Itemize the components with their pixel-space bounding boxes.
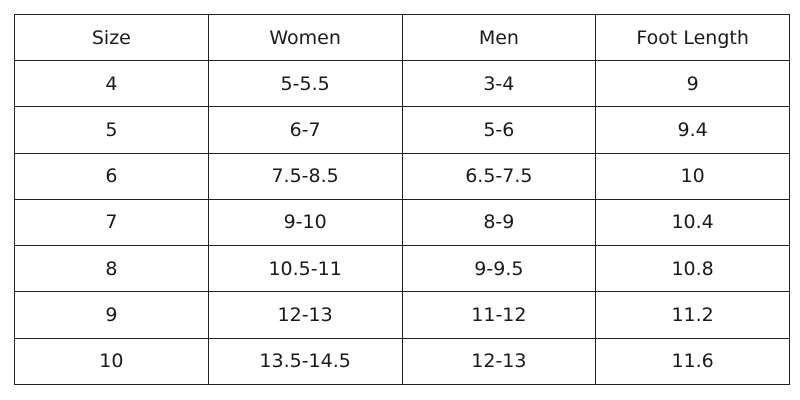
table-row: 9 12-13 11-12 11.2: [14, 291, 790, 339]
table-cell: 3-4: [401, 59, 597, 108]
table-cell: 12-13: [207, 291, 403, 339]
header-cell: Size: [14, 14, 209, 61]
table-row: 10 13.5-14.5 12-13 11.6: [14, 337, 790, 386]
table-cell: 5-5.5: [207, 59, 403, 108]
table-row: 7 9-10 8-9 10.4: [14, 198, 790, 247]
header-row: Size Women Men Foot Length: [14, 14, 790, 61]
table-cell: 10.4: [595, 198, 790, 247]
table-cell: 6-7: [207, 106, 403, 154]
table-cell: 13.5-14.5: [207, 337, 403, 386]
table-cell: 9: [595, 59, 790, 108]
table-row: 6 7.5-8.5 6.5-7.5 10: [14, 152, 790, 200]
table-cell: 5-6: [401, 106, 597, 154]
table-cell: 10: [595, 152, 790, 200]
header-cell: Foot Length: [595, 14, 790, 61]
table-cell: 4: [14, 59, 209, 108]
table-cell: 9-10: [207, 198, 403, 247]
table-cell: 12-13: [401, 337, 597, 386]
table-cell: 9: [14, 291, 209, 339]
table-cell: 11.2: [595, 291, 790, 339]
table-cell: 7.5-8.5: [207, 152, 403, 200]
table-cell: 11.6: [595, 337, 790, 386]
table-cell: 10: [14, 337, 209, 386]
table-cell: 6.5-7.5: [401, 152, 597, 200]
table-cell: 8-9: [401, 198, 597, 247]
table-cell: 9.4: [595, 106, 790, 154]
size-table: Size Women Men Foot Length 4 5-5.5 3-4 9 5 6-7 5-…: [14, 14, 790, 386]
table-cell: 10.8: [595, 245, 790, 293]
table-cell: 5: [14, 106, 209, 154]
table-cell: 11-12: [401, 291, 597, 339]
table-cell: 8: [14, 245, 209, 293]
table-cell: 9-9.5: [401, 245, 597, 293]
table-row: 4 5-5.5 3-4 9: [14, 59, 790, 108]
table-row: 8 10.5-11 9-9.5 10.8: [14, 245, 790, 293]
header-cell: Men: [401, 14, 597, 61]
table-body: 4 5-5.5 3-4 9 5 6-7 5-6 9.4 6 7.5-8.5 6.5-7.5 10 7 9-…: [14, 59, 790, 386]
header-cell: Women: [207, 14, 403, 61]
table-cell: 6: [14, 152, 209, 200]
table-cell: 7: [14, 198, 209, 247]
table-cell: 10.5-11: [207, 245, 403, 293]
table-row: 5 6-7 5-6 9.4: [14, 106, 790, 154]
